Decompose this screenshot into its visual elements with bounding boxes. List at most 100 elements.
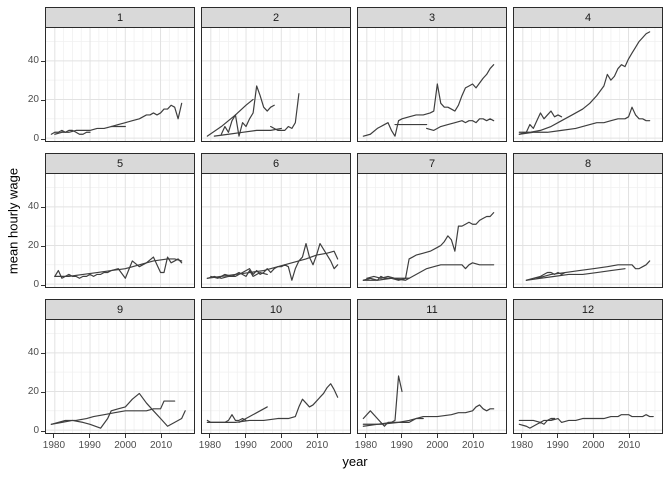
x-tick-mark (124, 434, 126, 438)
facet-panel (45, 27, 195, 142)
wage-line (50, 392, 186, 429)
x-tick-mark (592, 434, 594, 438)
x-tick-label: 1990 (546, 440, 569, 451)
y-tick-mark (41, 284, 45, 286)
y-tick-label: 0 (33, 425, 39, 437)
wage-line (536, 260, 651, 279)
x-tick-label: 2000 (114, 440, 137, 451)
facet-strip: 7 (357, 153, 507, 174)
facet-plot-area (358, 174, 506, 287)
facet-strip: 11 (357, 299, 507, 320)
x-tick-label: 2010 (305, 440, 329, 451)
facet-strip-label: 11 (426, 303, 438, 316)
x-tick-label: 1980 (510, 440, 534, 451)
wage-line (362, 262, 495, 281)
x-tick-label: 2010 (461, 440, 485, 451)
x-tick-mark (365, 434, 367, 438)
y-tick-mark (41, 430, 45, 432)
wage-line (238, 406, 268, 423)
x-tick-mark (472, 434, 474, 438)
facet-plot-area (514, 174, 662, 287)
y-tick-mark (41, 138, 45, 140)
facet-panel (513, 173, 663, 288)
y-tick-label: 0 (33, 133, 39, 145)
facet-panel (201, 173, 351, 288)
x-tick-label: 1980 (354, 440, 378, 451)
facet-plot-area (202, 28, 350, 141)
wage-line (366, 275, 410, 279)
facet-strip-label: 9 (116, 303, 124, 316)
y-tick-label: 20 (27, 240, 39, 252)
facet-strip: 12 (513, 299, 663, 320)
x-tick-label: 2000 (582, 440, 605, 451)
x-tick-mark (245, 434, 247, 438)
facet-strip: 8 (513, 153, 663, 174)
y-axis-title: mean hourly wage (5, 167, 21, 275)
y-tick-label: 20 (27, 94, 39, 106)
facet-panel (357, 173, 507, 288)
facet-strip-label: 8 (584, 157, 592, 170)
facet-strip: 4 (513, 7, 663, 28)
wage-line (220, 85, 275, 137)
facet-panel (201, 27, 351, 142)
x-axis-title: year (342, 454, 368, 469)
wage-line (210, 269, 268, 279)
facet-plot-area (202, 320, 350, 433)
facet-plot-area (46, 174, 194, 287)
wage-line (362, 404, 495, 425)
x-tick-mark (557, 434, 559, 438)
facet-plot-area (358, 28, 506, 141)
x-tick-mark (53, 434, 55, 438)
facet-strip: 10 (201, 299, 351, 320)
facet-strip-label: 4 (584, 11, 592, 24)
facet-panel (357, 27, 507, 142)
facet-strip-label: 6 (272, 157, 280, 170)
y-tick-mark (41, 99, 45, 101)
facet-strip: 6 (201, 153, 351, 174)
wage-line (426, 118, 495, 131)
x-tick-label: 2000 (270, 440, 293, 451)
x-tick-mark (628, 434, 630, 438)
x-tick-mark (521, 434, 523, 438)
wage-line (270, 93, 300, 131)
wage-line (206, 250, 339, 279)
x-tick-label: 1990 (234, 440, 257, 451)
x-tick-label: 1990 (78, 440, 101, 451)
wage-line (550, 414, 654, 423)
y-tick-label: 0 (33, 279, 39, 291)
facet-panel (201, 319, 351, 434)
facet-panel (45, 319, 195, 434)
y-tick-label: 40 (27, 55, 39, 67)
wage-line (518, 31, 651, 133)
y-tick-mark (41, 60, 45, 62)
wage-line (54, 258, 183, 277)
facet-strip-label: 3 (428, 11, 436, 24)
facet-strip: 1 (45, 7, 195, 28)
facet-strip-label: 10 (269, 303, 283, 316)
wage-line (518, 417, 556, 429)
x-tick-mark (160, 434, 162, 438)
facet-strip-label: 7 (428, 157, 436, 170)
x-tick-label: 2000 (426, 440, 449, 451)
y-tick-mark (41, 352, 45, 354)
wage-line (50, 129, 91, 135)
facet-plot-area (358, 320, 506, 433)
x-tick-label: 1980 (198, 440, 222, 451)
y-tick-label: 40 (27, 347, 39, 359)
wage-line (362, 64, 495, 137)
x-tick-mark (280, 434, 282, 438)
facet-strip-label: 12 (581, 303, 595, 316)
facet-panel (513, 27, 663, 142)
facet-panel (513, 319, 663, 434)
wage-line (525, 268, 626, 281)
x-tick-label: 1990 (390, 440, 413, 451)
x-tick-mark (316, 434, 318, 438)
facet-plot-area (514, 320, 662, 433)
facet-strip-label: 5 (116, 157, 124, 170)
y-tick-label: 40 (27, 201, 39, 213)
wage-line (213, 127, 282, 137)
wage-line (54, 256, 183, 279)
facet-strip: 2 (201, 7, 351, 28)
x-tick-mark (209, 434, 211, 438)
